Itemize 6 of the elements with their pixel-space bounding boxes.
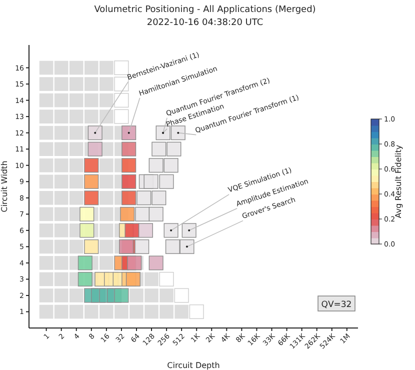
y-axis-title: Circuit Width [0,160,9,212]
x-axis-title: Circuit Depth [167,361,220,370]
chart-subtitle: 2022-10-16 04:38:20 UTC [146,18,264,28]
chart-title: Volumetric Positioning - All Applications (Merged) [94,5,316,15]
annotation: QV=32 [321,300,352,310]
color-bar-title: Avg Result Fidelity [394,144,403,218]
